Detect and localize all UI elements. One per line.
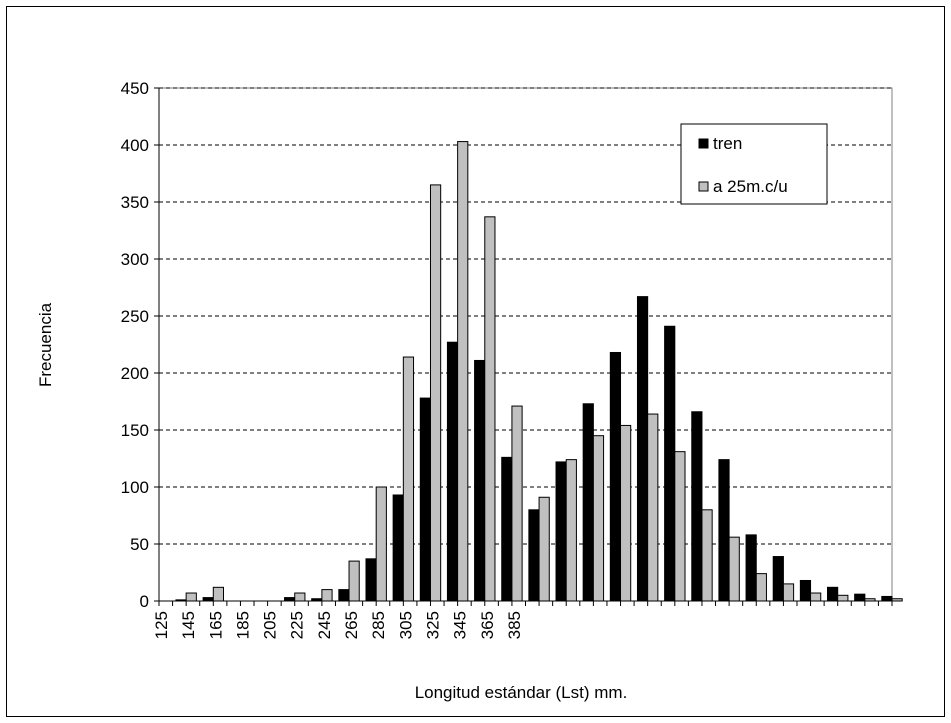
bar-a25-8 bbox=[402, 356, 415, 602]
bar-a25-13 bbox=[538, 496, 550, 602]
x-tick-labels: 125 145 165 185 205 225 245 265 285 305 325 345 365 3… bbox=[152, 601, 893, 639]
y-tick-label: 450 bbox=[121, 79, 149, 98]
bar-a25-4 bbox=[294, 592, 306, 602]
legend: tren a 25m.c/u bbox=[680, 123, 828, 205]
y-tick-label: 350 bbox=[121, 193, 149, 212]
x-tick-label: 165 bbox=[206, 611, 225, 639]
bar-a25-22 bbox=[782, 583, 795, 602]
bar-a25-0 bbox=[185, 592, 197, 602]
y-tick-label: 50 bbox=[130, 535, 149, 554]
histogram-chart: 0 50 100 150 200 250 300 350 400 450 125 145 165 185… bbox=[36, 79, 903, 702]
y-tick-label: 0 bbox=[140, 592, 149, 611]
legend-swatch-a25 bbox=[698, 181, 709, 192]
y-tick-label: 100 bbox=[121, 478, 149, 497]
bar-tren-12 bbox=[501, 456, 513, 602]
y-tick-label: 150 bbox=[121, 421, 149, 440]
legend-label-a25: a 25m.c/u bbox=[713, 177, 788, 196]
y-tick-label: 400 bbox=[121, 136, 149, 155]
x-tick-label: 365 bbox=[478, 611, 497, 639]
bar-tren-13 bbox=[528, 509, 540, 602]
bar-tren-22 bbox=[772, 556, 784, 602]
x-tick-label: 385 bbox=[505, 611, 524, 639]
x-axis-title: Longitud estándar (Lst) mm. bbox=[415, 683, 628, 702]
x-tick-label: 225 bbox=[288, 611, 307, 639]
x-tick-label: 285 bbox=[369, 611, 388, 639]
x-tick-label: 345 bbox=[451, 611, 470, 639]
bar-a25-26 bbox=[891, 598, 903, 602]
y-tick-labels: 0 50 100 150 200 250 300 350 400 450 bbox=[121, 79, 159, 611]
bar-a25-10 bbox=[457, 141, 469, 602]
y-tick-label: 250 bbox=[121, 307, 149, 326]
bar-a25-7 bbox=[375, 486, 387, 602]
bar-a25-21 bbox=[755, 573, 767, 602]
bar-a25-9 bbox=[429, 184, 442, 602]
x-tick-label: 145 bbox=[179, 611, 198, 639]
x-tick-label: 245 bbox=[315, 611, 334, 639]
bar-tren-10 bbox=[446, 341, 459, 602]
legend-label-tren: tren bbox=[713, 134, 742, 153]
bar-tren-21 bbox=[745, 534, 757, 602]
x-tick-label: 125 bbox=[152, 611, 171, 639]
bar-tren-17 bbox=[636, 296, 649, 602]
bar-tren-7 bbox=[365, 558, 377, 602]
bar-a25-20 bbox=[728, 536, 740, 602]
bar-tren-26 bbox=[881, 595, 893, 602]
x-tick-label: 265 bbox=[342, 611, 361, 639]
bar-a25-5 bbox=[321, 589, 333, 602]
bar-tren-11 bbox=[474, 359, 486, 602]
y-axis-title: Frecuencia bbox=[36, 302, 55, 387]
bar-tren-8 bbox=[392, 494, 404, 602]
bar-tren-14 bbox=[555, 461, 567, 602]
bar-tren-19 bbox=[691, 411, 703, 602]
bar-a25-1 bbox=[212, 586, 224, 602]
bar-tren-16 bbox=[609, 351, 622, 602]
x-tick-label: 305 bbox=[396, 611, 415, 639]
bar-tren-20 bbox=[718, 459, 730, 602]
bar-a25-11 bbox=[484, 216, 496, 602]
chart-frame: 0 50 100 150 200 250 300 350 400 450 125 145 165 185… bbox=[6, 6, 945, 717]
bar-a25-17 bbox=[647, 413, 659, 602]
bar-a25-15 bbox=[592, 435, 605, 602]
bars bbox=[175, 141, 903, 602]
bar-tren-1 bbox=[202, 597, 214, 602]
y-tick-label: 200 bbox=[121, 364, 149, 383]
bar-a25-19 bbox=[701, 509, 713, 602]
bar-tren-4 bbox=[284, 597, 296, 602]
bar-a25-23 bbox=[810, 592, 822, 602]
bar-a25-18 bbox=[674, 451, 686, 602]
x-tick-label: 205 bbox=[261, 611, 280, 639]
bar-a25-24 bbox=[837, 594, 849, 602]
bar-tren-18 bbox=[664, 325, 676, 602]
bar-a25-14 bbox=[565, 459, 577, 602]
bar-tren-25 bbox=[854, 593, 866, 602]
legend-swatch-tren bbox=[698, 138, 709, 149]
bar-tren-23 bbox=[799, 579, 812, 602]
bar-tren-9 bbox=[419, 397, 431, 602]
bar-a25-16 bbox=[620, 424, 632, 602]
bar-tren-6 bbox=[338, 589, 350, 602]
bar-tren-24 bbox=[827, 586, 839, 602]
bar-a25-6 bbox=[348, 560, 360, 602]
bar-tren-15 bbox=[582, 403, 594, 602]
x-tick-label: 185 bbox=[233, 611, 252, 639]
bar-a25-12 bbox=[511, 405, 523, 602]
x-tick-label: 325 bbox=[423, 611, 442, 639]
y-tick-label: 300 bbox=[121, 250, 149, 269]
